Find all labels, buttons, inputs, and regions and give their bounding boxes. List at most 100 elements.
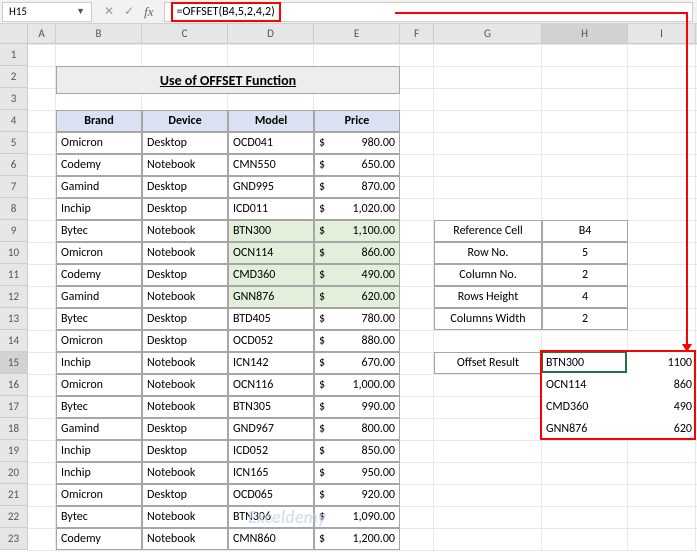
table-row[interactable]: Gamind [56, 418, 142, 440]
row-header-16[interactable]: 16 [0, 374, 28, 396]
row-header-7[interactable]: 7 [0, 176, 28, 198]
row-header-2[interactable]: 2 [0, 66, 28, 88]
table-row[interactable]: $650.00 [314, 154, 400, 176]
table-row[interactable]: BTN300 [228, 220, 314, 242]
table-row[interactable]: OCD041 [228, 132, 314, 154]
select-all-corner[interactable] [0, 24, 28, 43]
table-row[interactable]: Notebook [142, 220, 228, 242]
table-row[interactable]: $1,200.00 [314, 528, 400, 550]
table-row[interactable]: Codemy [56, 528, 142, 550]
table-row[interactable]: $1,000.00 [314, 374, 400, 396]
table-row[interactable]: ICD011 [228, 198, 314, 220]
col-header-D[interactable]: D [228, 24, 314, 43]
row-header-22[interactable]: 22 [0, 506, 28, 528]
row-header-12[interactable]: 12 [0, 286, 28, 308]
table-row[interactable]: BTD405 [228, 308, 314, 330]
row-header-1[interactable]: 1 [0, 44, 28, 66]
table-row[interactable]: $950.00 [314, 462, 400, 484]
param-value[interactable]: 2 [542, 308, 628, 330]
table-row[interactable]: Desktop [142, 330, 228, 352]
table-row[interactable]: CMD360 [228, 264, 314, 286]
table-row[interactable]: Notebook [142, 286, 228, 308]
param-value[interactable]: 5 [542, 242, 628, 264]
table-row[interactable]: Inchip [56, 352, 142, 374]
table-row[interactable]: Gamind [56, 286, 142, 308]
table-row[interactable]: GND995 [228, 176, 314, 198]
table-row[interactable]: Codemy [56, 264, 142, 286]
row-header-11[interactable]: 11 [0, 264, 28, 286]
fx-icon[interactable]: fx [144, 4, 153, 20]
table-row[interactable]: OCD052 [228, 330, 314, 352]
table-row[interactable]: ICN142 [228, 352, 314, 374]
table-row[interactable]: GNN876 [228, 286, 314, 308]
table-row[interactable]: Bytec [56, 396, 142, 418]
table-row[interactable]: $490.00 [314, 264, 400, 286]
table-row[interactable]: CMN550 [228, 154, 314, 176]
table-row[interactable]: $670.00 [314, 352, 400, 374]
dropdown-icon[interactable]: ▼ [76, 6, 85, 17]
table-row[interactable]: Desktop [142, 440, 228, 462]
table-row[interactable]: OCN116 [228, 374, 314, 396]
table-row[interactable]: Notebook [142, 374, 228, 396]
table-row[interactable]: CMN860 [228, 528, 314, 550]
table-row[interactable]: Notebook [142, 352, 228, 374]
row-header-13[interactable]: 13 [0, 308, 28, 330]
table-row[interactable]: Notebook [142, 506, 228, 528]
table-row[interactable]: OCD065 [228, 484, 314, 506]
row-header-15[interactable]: 15 [0, 352, 28, 374]
table-row[interactable]: Omicron [56, 484, 142, 506]
table-row[interactable]: $920.00 [314, 484, 400, 506]
row-header-18[interactable]: 18 [0, 418, 28, 440]
table-row[interactable]: Inchip [56, 462, 142, 484]
table-row[interactable]: Desktop [142, 198, 228, 220]
table-row[interactable]: $980.00 [314, 132, 400, 154]
table-row[interactable]: BTN306 [228, 506, 314, 528]
table-row[interactable]: Desktop [142, 484, 228, 506]
table-row[interactable]: GND967 [228, 418, 314, 440]
table-row[interactable]: Omicron [56, 374, 142, 396]
param-value[interactable]: 2 [542, 264, 628, 286]
table-row[interactable]: $800.00 [314, 418, 400, 440]
table-row[interactable]: Desktop [142, 176, 228, 198]
row-header-14[interactable]: 14 [0, 330, 28, 352]
table-row[interactable]: ICN165 [228, 462, 314, 484]
col-header-A[interactable]: A [28, 24, 56, 43]
table-row[interactable]: Omicron [56, 242, 142, 264]
row-header-19[interactable]: 19 [0, 440, 28, 462]
row-header-9[interactable]: 9 [0, 220, 28, 242]
table-row[interactable]: $850.00 [314, 440, 400, 462]
table-row[interactable]: OCN114 [228, 242, 314, 264]
name-box[interactable]: H15 ▼ [2, 2, 92, 22]
row-header-4[interactable]: 4 [0, 110, 28, 132]
col-header-E[interactable]: E [314, 24, 400, 43]
table-row[interactable]: Bytec [56, 506, 142, 528]
table-row[interactable]: $780.00 [314, 308, 400, 330]
table-row[interactable]: Inchip [56, 440, 142, 462]
table-row[interactable]: Omicron [56, 132, 142, 154]
table-row[interactable]: $860.00 [314, 242, 400, 264]
table-row[interactable]: Notebook [142, 396, 228, 418]
table-row[interactable]: Gamind [56, 176, 142, 198]
table-row[interactable]: $1,100.00 [314, 220, 400, 242]
param-value[interactable]: B4 [542, 220, 628, 242]
table-row[interactable]: $870.00 [314, 176, 400, 198]
confirm-icon[interactable]: ✓ [124, 4, 134, 20]
cancel-icon[interactable]: ✕ [104, 4, 114, 20]
table-row[interactable]: Desktop [142, 418, 228, 440]
col-header-G[interactable]: G [434, 24, 542, 43]
table-row[interactable]: Bytec [56, 220, 142, 242]
row-header-21[interactable]: 21 [0, 484, 28, 506]
row-header-6[interactable]: 6 [0, 154, 28, 176]
table-row[interactable]: BTN305 [228, 396, 314, 418]
table-row[interactable]: Notebook [142, 462, 228, 484]
table-row[interactable]: Desktop [142, 132, 228, 154]
param-value[interactable]: 4 [542, 286, 628, 308]
table-row[interactable]: Omicron [56, 330, 142, 352]
table-row[interactable]: $1,020.00 [314, 198, 400, 220]
row-header-17[interactable]: 17 [0, 396, 28, 418]
table-row[interactable]: ICD052 [228, 440, 314, 462]
table-row[interactable]: Codemy [56, 154, 142, 176]
row-header-10[interactable]: 10 [0, 242, 28, 264]
table-row[interactable]: Notebook [142, 242, 228, 264]
row-header-20[interactable]: 20 [0, 462, 28, 484]
